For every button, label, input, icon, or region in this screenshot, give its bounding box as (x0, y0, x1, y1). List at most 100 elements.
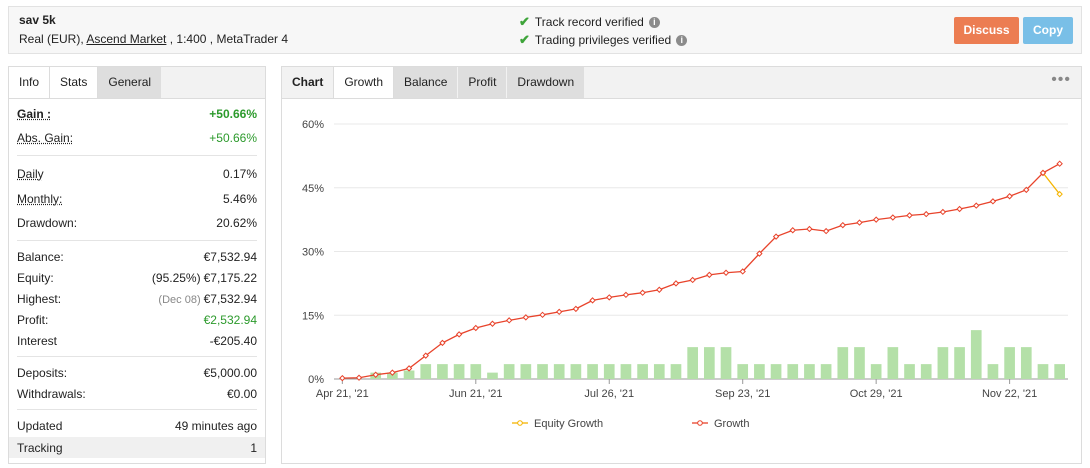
bar (637, 364, 648, 379)
growth-point (639, 289, 646, 296)
stat-profit: Profit: €2,532.94 (17, 309, 257, 330)
y-tick-label: 0% (308, 374, 324, 386)
check-icon: ✔ (519, 32, 530, 47)
stat-equity: Equity: (95.25%) €7,175.22 (17, 267, 257, 288)
bar (670, 364, 682, 379)
growth-point (522, 314, 530, 321)
legend-growth-marker (697, 420, 703, 426)
bar (1004, 347, 1015, 379)
account-type: Real (EUR), (19, 32, 84, 46)
bar (837, 347, 849, 379)
equity-value: €7,175.22 (203, 270, 257, 285)
tab-balance[interactable]: Balance (394, 67, 459, 98)
withdrawals-label: Withdrawals: (17, 386, 86, 401)
copy-button[interactable]: Copy (1023, 17, 1073, 44)
growth-point (706, 271, 713, 279)
stats-tabs: Info Stats General (9, 67, 265, 99)
growth-line (342, 163, 1060, 379)
chart-tabs: Chart Growth Balance Profit Drawdown (282, 67, 1081, 99)
highest-label: Highest: (17, 291, 62, 306)
growth-point (355, 374, 363, 381)
daily-label[interactable]: Daily (17, 167, 44, 181)
growth-point (672, 280, 680, 287)
tab-stats[interactable]: Stats (49, 67, 99, 98)
updated-label: Updated (17, 419, 63, 433)
growth-point (789, 227, 796, 234)
tracking-label: Tracking (17, 440, 63, 455)
bar (603, 364, 615, 379)
discuss-button[interactable]: Discuss (954, 17, 1019, 44)
tab-drawdown[interactable]: Drawdown (507, 67, 586, 98)
info-icon[interactable]: i (648, 16, 660, 28)
growth-point (1023, 186, 1030, 194)
bar (570, 364, 582, 379)
growth-point (405, 365, 413, 372)
x-tick-label: Jul 26, '21 (584, 388, 634, 400)
stat-updated: Updated 49 minutes ago (17, 415, 257, 437)
growth-point (922, 210, 930, 218)
tab-chart[interactable]: Chart (282, 67, 334, 98)
tab-growth[interactable]: Growth (333, 67, 395, 98)
growth-point (455, 331, 463, 338)
growth-point (555, 308, 563, 316)
stat-balance: Balance: €7,532.94 (17, 246, 257, 267)
bar (820, 364, 832, 379)
balance-label: Balance: (17, 249, 64, 264)
monthly-label[interactable]: Monthly: (17, 192, 63, 206)
growth-point (622, 291, 630, 299)
growth-point (539, 311, 546, 319)
growth-point (489, 320, 496, 327)
bar (920, 364, 932, 379)
bar (954, 347, 965, 379)
growth-point (1039, 169, 1047, 177)
gain-label[interactable]: Gain : (17, 107, 52, 121)
drawdown-value: 20.62% (216, 216, 257, 230)
x-tick-label: Nov 22, '21 (982, 388, 1037, 400)
drawdown-label: Drawdown: (17, 216, 78, 230)
tab-info[interactable]: Info (9, 67, 50, 98)
growth-point (339, 374, 346, 382)
tracking-value: 1 (250, 440, 257, 455)
growth-point (956, 205, 963, 213)
bar (487, 372, 498, 379)
y-tick-label: 15% (302, 310, 324, 322)
bar (754, 364, 765, 379)
growth-point (989, 198, 997, 205)
x-tick-label: Jun 21, '21 (449, 388, 502, 400)
gain-value: +50.66% (209, 107, 257, 121)
y-tick-label: 60% (302, 119, 324, 131)
account-name: sav 5k (19, 13, 56, 27)
growth-point (739, 268, 746, 275)
tab-general[interactable]: General (98, 67, 162, 98)
y-tick-label: 30% (302, 247, 324, 259)
account-details: Real (EUR), Ascend Market , 1:400 , Meta… (19, 32, 288, 46)
bar (887, 347, 899, 379)
growth-point (472, 324, 480, 332)
stat-abs-gain: Abs. Gain: +50.66% (17, 126, 257, 150)
bar (904, 364, 915, 379)
tab-profit[interactable]: Profit (458, 67, 508, 98)
stat-deposits: Deposits: €5,000.00 (17, 362, 257, 383)
bar (420, 364, 432, 379)
growth-point (372, 371, 379, 378)
stat-highest: Highest: (Dec 08) €7,532.94 (17, 288, 257, 309)
growth-point (722, 269, 730, 276)
growth-point (589, 297, 596, 304)
broker-link[interactable]: Ascend Market (86, 32, 167, 46)
abs-gain-label[interactable]: Abs. Gain: (17, 131, 74, 145)
stat-interest: Interest -€205.40 (17, 330, 257, 351)
legend-equity-growth: Equity Growth (534, 418, 603, 430)
bar (737, 364, 749, 379)
growth-point (839, 221, 847, 229)
growth-chart: 0% 15% 30% 45% 60% Apr 21, '21 Jun 21, '21 Jul … (302, 119, 1068, 430)
more-options-icon[interactable]: ••• (1051, 71, 1071, 88)
bar (787, 364, 799, 379)
growth-point (505, 317, 513, 324)
bar (620, 364, 632, 379)
y-tick-label: 45% (302, 183, 324, 195)
profit-value: €2,532.94 (203, 312, 257, 327)
growth-point (973, 202, 980, 209)
info-icon[interactable]: i (676, 34, 688, 46)
bar (870, 364, 882, 379)
equity-growth-line (1042, 172, 1061, 195)
